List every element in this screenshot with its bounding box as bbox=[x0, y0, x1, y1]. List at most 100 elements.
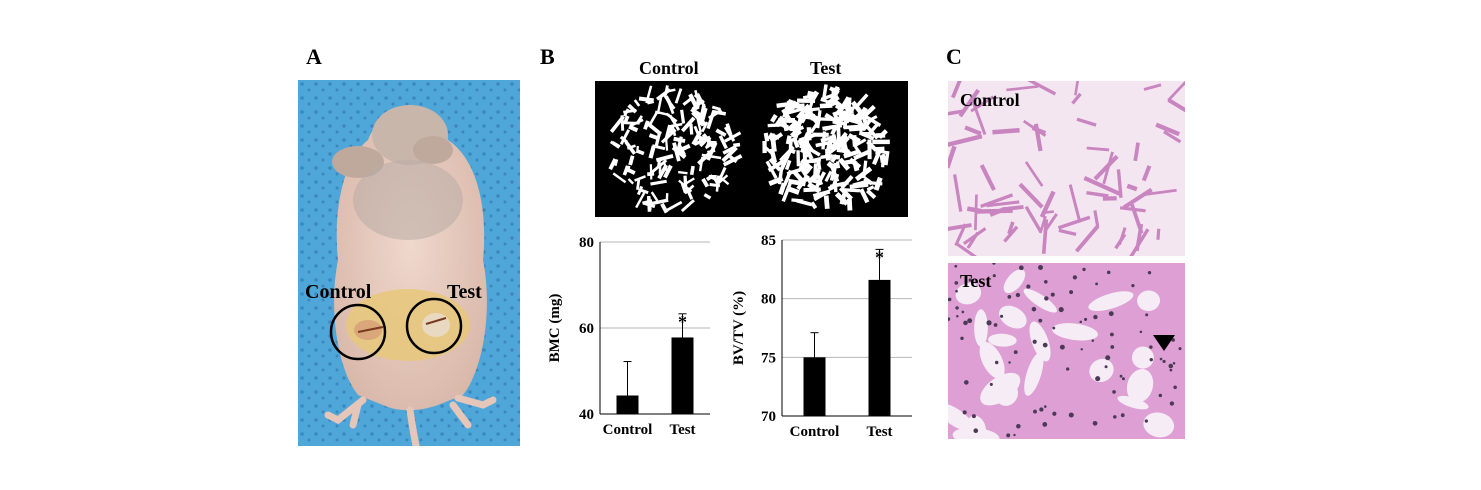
histo-cell bbox=[954, 264, 958, 268]
histo-cell bbox=[961, 310, 965, 314]
ct-trabecula bbox=[843, 149, 859, 159]
ct-trabecula bbox=[645, 85, 653, 104]
histo-fiber bbox=[1133, 142, 1140, 162]
histo-cell bbox=[1178, 347, 1182, 351]
ct-trabecula bbox=[795, 125, 805, 132]
ct-trabecula bbox=[711, 105, 721, 111]
ct-trabecula bbox=[627, 178, 634, 185]
histo-cell bbox=[973, 428, 979, 434]
histo-cell bbox=[1044, 296, 1049, 301]
histo-cell bbox=[1026, 284, 1031, 289]
histo-cell bbox=[1104, 365, 1108, 369]
ct-trabecula bbox=[784, 107, 803, 116]
histo-fiber bbox=[948, 223, 972, 233]
ct-trabecula bbox=[865, 189, 877, 200]
ct-trabecula bbox=[792, 170, 807, 185]
histo-fiber bbox=[1006, 85, 1039, 92]
bar bbox=[671, 337, 694, 414]
histo-fiber bbox=[992, 127, 1020, 135]
ct-trabecula bbox=[836, 138, 848, 146]
histo-cell bbox=[1052, 411, 1057, 416]
ct-trabecula bbox=[691, 110, 707, 127]
ct-trabecula bbox=[622, 165, 630, 176]
histo-cell bbox=[1031, 306, 1037, 312]
ct-trabecula bbox=[822, 123, 843, 131]
ct-trabecula bbox=[810, 201, 818, 210]
ct-trabecula bbox=[834, 104, 844, 112]
ct-trabecula bbox=[763, 132, 770, 142]
histo-cell bbox=[1168, 363, 1174, 369]
ct-trabecula bbox=[665, 193, 669, 200]
ct-trabecula bbox=[763, 145, 775, 156]
histo-fiber bbox=[1007, 221, 1015, 235]
ct-trabecula bbox=[820, 92, 838, 101]
histo-fiber bbox=[1167, 98, 1185, 114]
ct-trabecula bbox=[689, 123, 694, 135]
histo-fiber bbox=[966, 206, 982, 214]
ct-trabecula bbox=[649, 198, 669, 206]
ct-trabecula bbox=[612, 172, 627, 184]
histo-fiber bbox=[979, 164, 996, 191]
ct-trabecula bbox=[725, 123, 734, 140]
mouse-control-label: Control bbox=[305, 281, 372, 303]
histo-bone-fragment bbox=[1051, 323, 1098, 341]
ct-trabecula bbox=[636, 185, 644, 196]
ct-trabecula bbox=[843, 158, 857, 166]
ct-trabecula bbox=[840, 174, 854, 190]
ct-trabecula bbox=[609, 140, 621, 149]
ct-trabecula bbox=[848, 125, 866, 132]
ct-trabecula bbox=[636, 149, 645, 156]
ct-trabecula bbox=[706, 149, 716, 154]
histology-control-fibers bbox=[948, 81, 1185, 256]
histo-cell bbox=[1079, 320, 1083, 324]
ct-trabecula bbox=[814, 171, 826, 190]
ct-trabecula bbox=[861, 117, 873, 131]
ct-trabecula bbox=[770, 114, 778, 123]
ct-trabecula bbox=[680, 199, 695, 213]
histology-control-image bbox=[948, 81, 1185, 256]
ct-control-label: Control bbox=[639, 58, 699, 78]
ct-trabecula bbox=[826, 160, 838, 172]
histo-fiber bbox=[1130, 203, 1144, 234]
histo-fiber bbox=[1156, 228, 1161, 240]
ct-trabecula bbox=[807, 181, 821, 194]
histo-bone-fragment bbox=[1023, 288, 1057, 313]
ct-trabecula bbox=[722, 145, 736, 155]
ct-trabecula bbox=[706, 109, 716, 130]
ct-trabecula bbox=[827, 184, 836, 192]
histo-cell bbox=[1139, 330, 1143, 334]
histo-fiber bbox=[1126, 183, 1138, 192]
y-tick-label: 60 bbox=[579, 321, 594, 337]
histo-bone-fragment bbox=[999, 305, 1027, 329]
ct-trabecula bbox=[620, 115, 625, 131]
ct-trabecula bbox=[804, 139, 814, 152]
histo-cell bbox=[1106, 270, 1111, 275]
bar bbox=[868, 279, 891, 416]
ct-trabecula bbox=[832, 120, 848, 126]
histo-fiber bbox=[1083, 176, 1122, 197]
histo-cell bbox=[1015, 292, 1021, 298]
test-site-circle bbox=[405, 297, 463, 355]
ct-trabecula bbox=[852, 161, 860, 172]
ct-trabecula bbox=[623, 115, 630, 124]
ct-trabecula bbox=[796, 103, 811, 120]
histo-bone-fragment bbox=[948, 403, 974, 432]
ct-trabecula bbox=[836, 147, 850, 154]
histo-bone-fragment bbox=[955, 282, 982, 305]
histo-fiber bbox=[970, 98, 987, 135]
histo-fiber bbox=[948, 145, 957, 169]
mouse-photo bbox=[298, 80, 520, 446]
ct-trabecula bbox=[703, 193, 712, 200]
histo-cell bbox=[967, 318, 973, 324]
histo-control-label: Control bbox=[960, 90, 1020, 110]
ct-trabecula bbox=[680, 109, 686, 124]
histo-cell bbox=[1000, 314, 1004, 318]
x-tick-label: Test bbox=[866, 424, 892, 440]
histo-cell bbox=[992, 274, 996, 278]
ct-trabecula bbox=[767, 132, 775, 141]
histo-cell bbox=[962, 410, 967, 415]
histo-fiber bbox=[1119, 206, 1146, 213]
histo-fiber bbox=[1058, 228, 1077, 236]
ct-trabecula bbox=[819, 103, 833, 109]
ct-trabecula bbox=[663, 164, 673, 179]
